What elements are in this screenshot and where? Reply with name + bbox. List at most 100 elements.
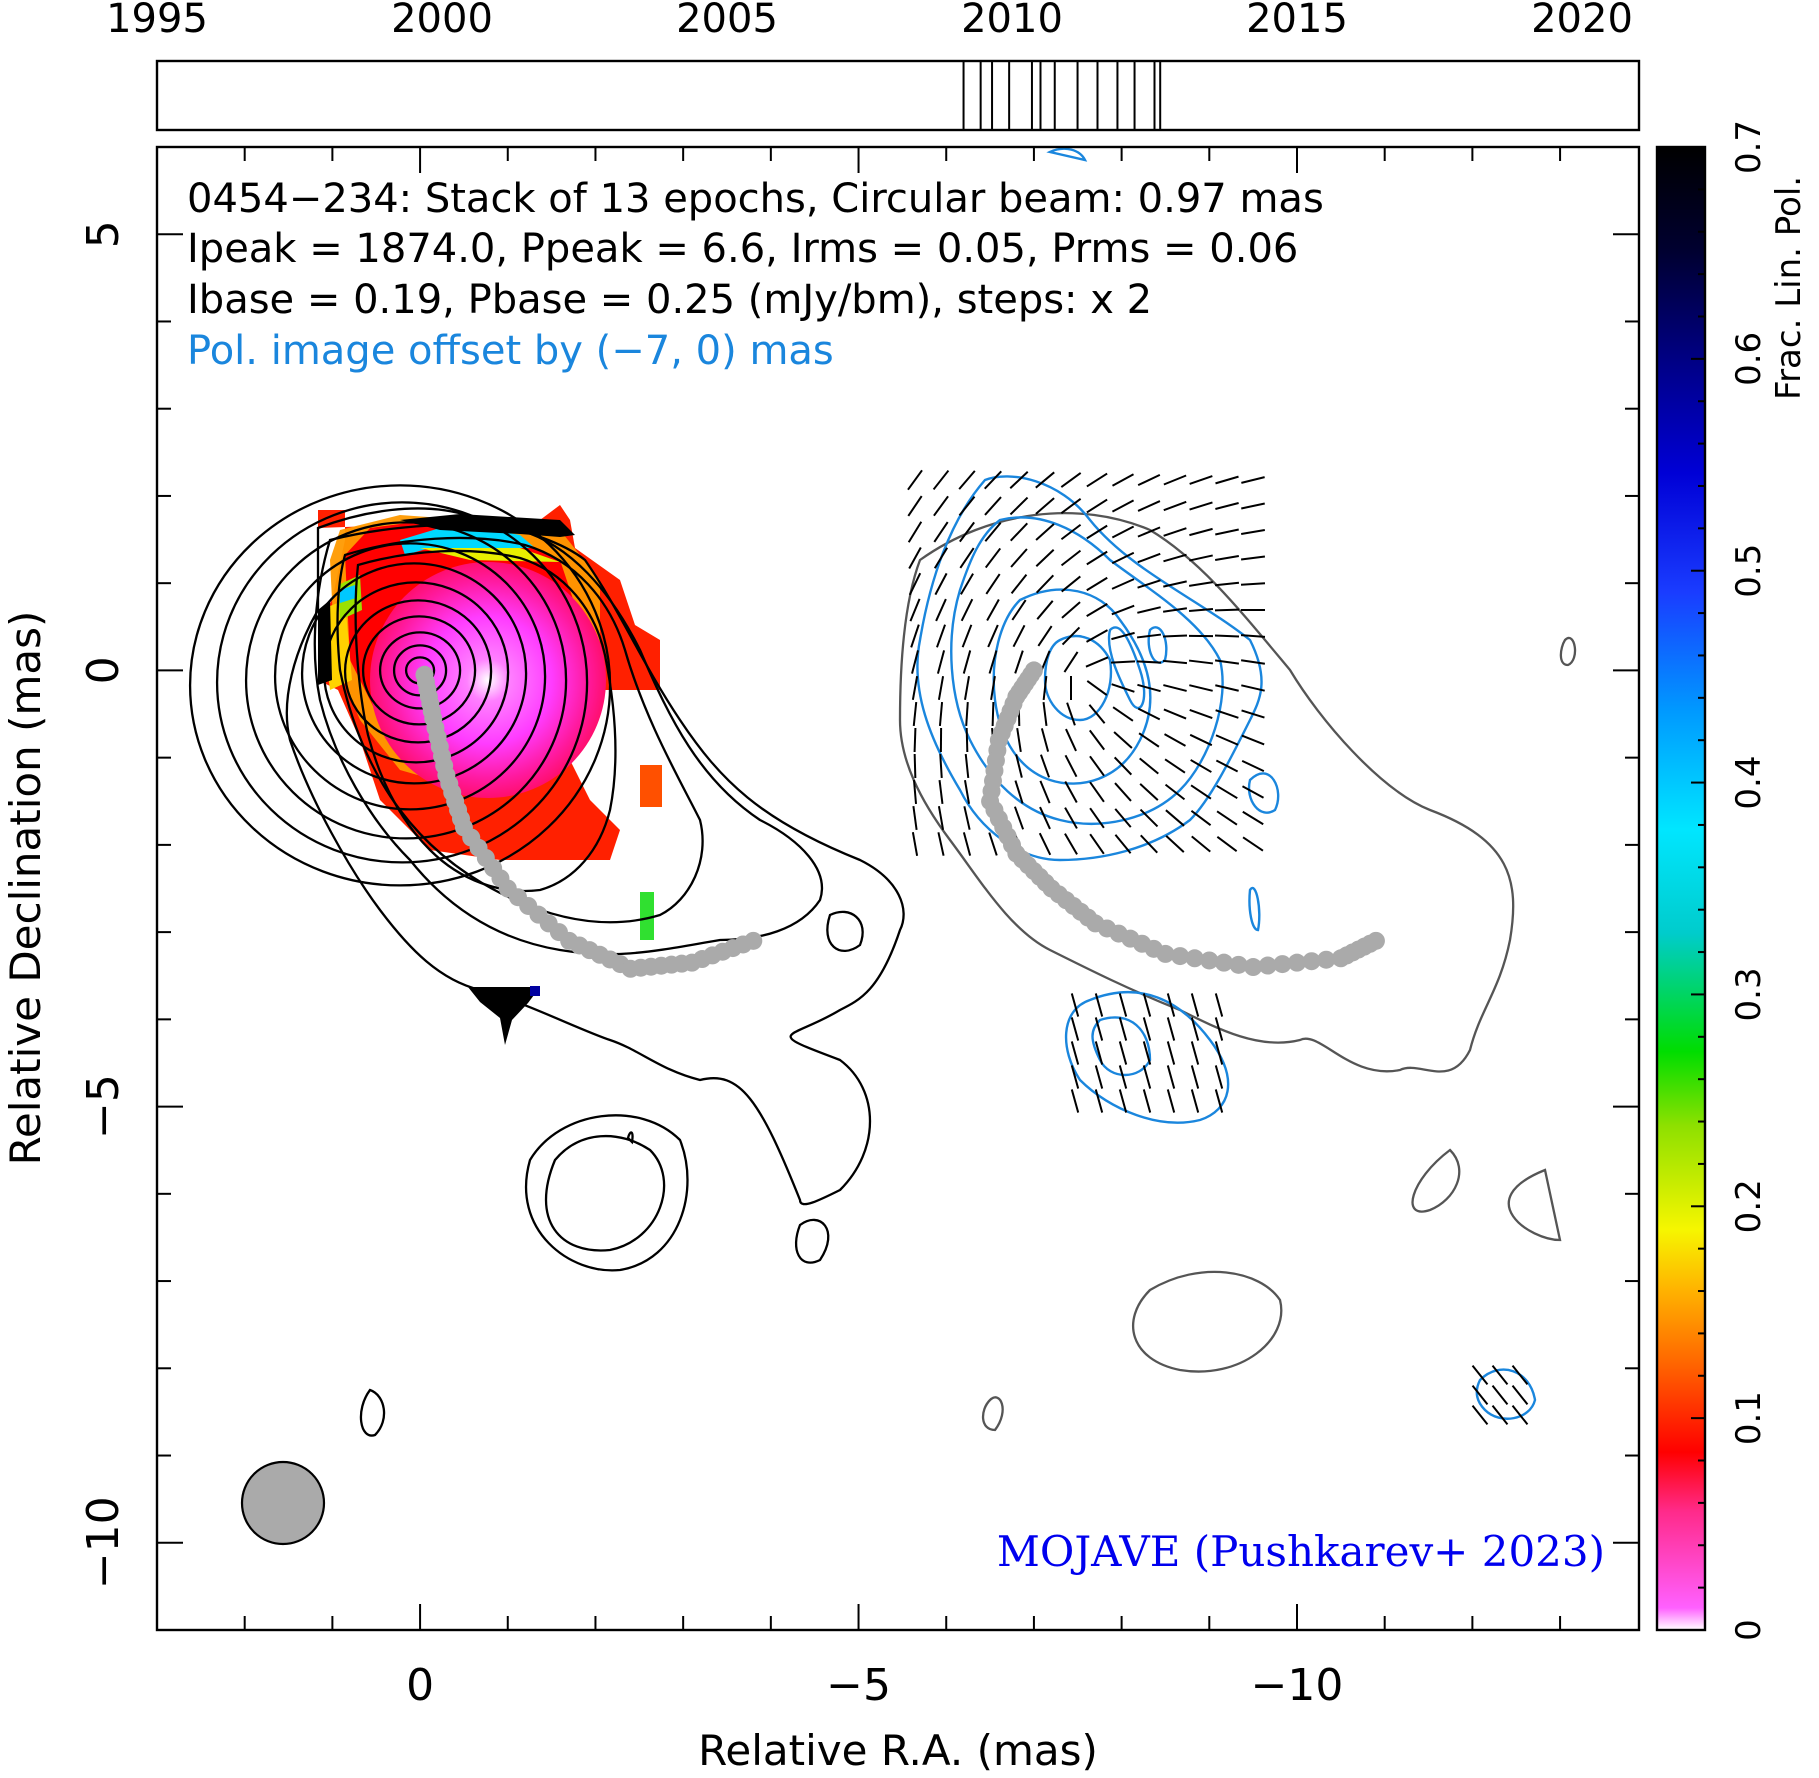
stokes-i-contour bbox=[354, 549, 617, 893]
evpa-tick bbox=[1013, 806, 1025, 830]
timeline-year-label: 2010 bbox=[961, 0, 1063, 42]
evpa-tick bbox=[937, 832, 945, 856]
evpa-tick bbox=[1010, 573, 1028, 595]
evpa-tick bbox=[1214, 993, 1224, 1017]
evpa-tick bbox=[1215, 734, 1239, 746]
ridge-point bbox=[1244, 958, 1263, 977]
evpa-tick bbox=[1189, 475, 1213, 485]
evpa-tick bbox=[1240, 582, 1266, 586]
ridge-point bbox=[1302, 952, 1321, 971]
pol-contour bbox=[1107, 626, 1146, 709]
ridge-point bbox=[1273, 955, 1292, 974]
evpa-tick bbox=[1060, 472, 1082, 488]
evpa-tick bbox=[937, 806, 945, 830]
evpa-tick bbox=[911, 676, 919, 700]
evpa-tick bbox=[1014, 650, 1024, 674]
evpa-tick bbox=[910, 624, 920, 648]
evpa-tick bbox=[1189, 733, 1213, 747]
evpa-tick bbox=[1136, 660, 1162, 664]
evpa-tick bbox=[913, 753, 917, 779]
evpa-tick bbox=[1216, 784, 1238, 800]
pol-contour bbox=[950, 516, 1224, 825]
ridge-point bbox=[1171, 947, 1190, 966]
evpa-tick bbox=[1191, 835, 1211, 853]
evpa-tick bbox=[1139, 808, 1159, 828]
evpa-tick bbox=[1137, 683, 1161, 693]
evpa-tick bbox=[1188, 608, 1214, 612]
evpa-tick bbox=[1214, 581, 1240, 587]
evpa-tick bbox=[1089, 781, 1105, 803]
evpa-tick bbox=[988, 832, 998, 856]
evpa-tick bbox=[1086, 550, 1108, 566]
evpa-tick bbox=[932, 469, 950, 491]
timeline-year-label: 2020 bbox=[1531, 0, 1633, 42]
evpa-tick bbox=[1142, 993, 1152, 1017]
evpa-tick bbox=[1086, 603, 1108, 617]
beam-ellipse bbox=[240, 1460, 326, 1546]
evpa-tick bbox=[1190, 759, 1212, 773]
x-tick-label: −5 bbox=[826, 1660, 891, 1711]
evpa-tick bbox=[1137, 579, 1161, 589]
evpa-tick bbox=[1491, 1364, 1509, 1386]
evpa-tick bbox=[1216, 836, 1238, 852]
evpa-tick bbox=[990, 675, 996, 701]
evpa-tick bbox=[909, 598, 921, 622]
evpa-tick bbox=[1111, 631, 1135, 641]
evpa-tick bbox=[1086, 629, 1108, 643]
evpa-tick bbox=[936, 624, 946, 648]
evpa-tick bbox=[1118, 1017, 1128, 1041]
evpa-tick bbox=[960, 573, 974, 595]
polarized-intensity-contours bbox=[898, 147, 1577, 1432]
evpa-tick bbox=[1188, 581, 1214, 587]
evpa-tick bbox=[912, 701, 918, 727]
colorbar: 0 0.1 0.2 0.3 0.4 0.5 0.6 0.7 Frac. Lin. Pol. bbox=[1655, 120, 1809, 1641]
pol-contour bbox=[1064, 991, 1230, 1124]
evpa-tick bbox=[961, 624, 973, 648]
evpa-tick bbox=[1112, 473, 1134, 487]
evpa-tick bbox=[1066, 702, 1076, 726]
evpa-tick bbox=[1063, 651, 1079, 673]
evpa-tick bbox=[1240, 555, 1266, 561]
evpa-tick bbox=[1009, 471, 1029, 489]
evpa-tick bbox=[1511, 1364, 1529, 1386]
evpa-tick bbox=[984, 522, 1002, 542]
y-tick-label: −5 bbox=[78, 1074, 129, 1139]
evpa-tick bbox=[1139, 757, 1159, 775]
evpa-tick bbox=[1070, 1065, 1080, 1089]
evpa-tick bbox=[1164, 783, 1186, 801]
evpa-tick bbox=[991, 701, 995, 727]
evpa-tick bbox=[1035, 523, 1055, 541]
evpa-tick bbox=[1163, 708, 1187, 720]
evpa-tick bbox=[1241, 759, 1265, 773]
evpa-tick bbox=[965, 727, 969, 753]
evpa-tick bbox=[1241, 476, 1265, 484]
colorbar-tick-label: 0.7 bbox=[1729, 120, 1769, 174]
evpa-tick bbox=[1118, 1065, 1128, 1089]
evpa-tick bbox=[1061, 626, 1081, 646]
evpa-tick bbox=[1086, 472, 1108, 488]
stokes-i-contour-pol bbox=[898, 511, 1577, 1432]
evpa-tick bbox=[984, 547, 1002, 569]
stokes-i-contour bbox=[795, 1218, 830, 1264]
evpa-tick bbox=[1214, 1017, 1224, 1041]
colorbar-tick-label: 0 bbox=[1729, 1619, 1769, 1641]
y-axis-label: Relative Declination (mas) bbox=[1, 611, 50, 1166]
evpa-tick bbox=[1113, 731, 1133, 749]
ridge-point bbox=[1229, 955, 1248, 974]
evpa-tick bbox=[1111, 551, 1135, 565]
evpa-tick bbox=[1138, 732, 1160, 748]
evpa-tick bbox=[1216, 810, 1238, 826]
evpa-tick bbox=[1215, 709, 1239, 719]
evpa-tick bbox=[987, 624, 999, 648]
evpa-tick bbox=[1060, 498, 1082, 514]
evpa-tick bbox=[1064, 780, 1078, 804]
evpa-tick bbox=[1064, 833, 1078, 855]
signature: MOJAVE (Pushkarev+ 2023) bbox=[997, 1527, 1605, 1576]
evpa-tick bbox=[962, 650, 972, 674]
stokes-i-contour bbox=[285, 507, 905, 1206]
evpa-tick bbox=[1189, 684, 1213, 692]
stokes-i-contours bbox=[188, 484, 905, 1437]
jet-ridge-line-pol bbox=[981, 661, 1385, 977]
evpa-tick bbox=[1215, 528, 1239, 536]
evpa-tick bbox=[1137, 606, 1161, 614]
